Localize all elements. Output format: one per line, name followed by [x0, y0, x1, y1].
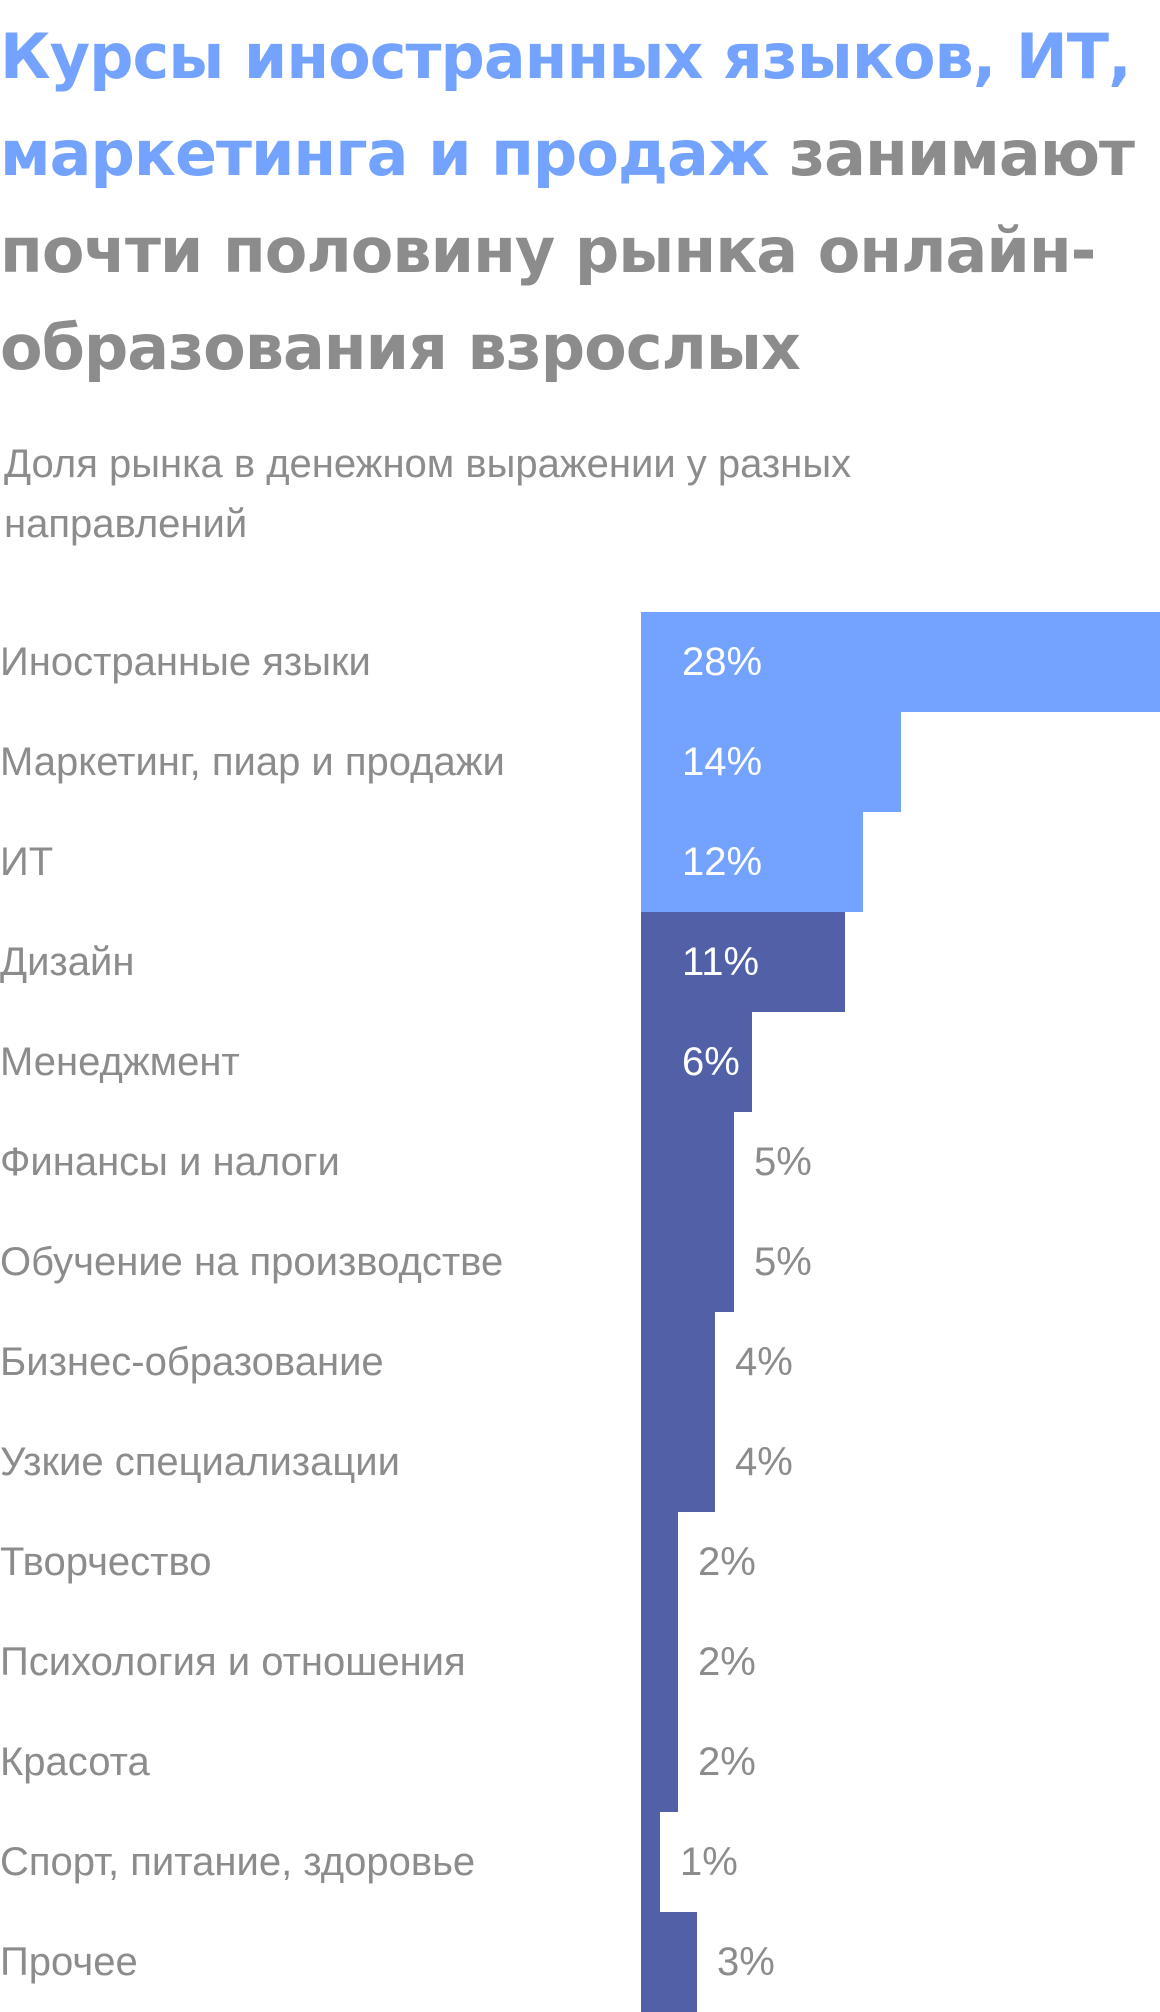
chart-title-highlight: Курсы иностранных языков, ИТ, маркетинга: [0, 20, 1132, 190]
chart-title: Курсы иностранных языков, ИТ, маркетинга…: [0, 8, 1150, 396]
bar-chart: Иностранные языки Маркетинг, пиар и прода…: [0, 612, 1160, 2012]
bars-group: [641, 612, 1160, 2012]
value-labels-group: 28% 14% 12% 11% 6% 5% 5% 4% 4% 2% 2% 2% 1% 3%: [680, 640, 812, 1984]
value-label: 12%: [682, 840, 762, 884]
value-label: 2%: [698, 1740, 756, 1784]
chart-subtitle: Доля рынка в денежном выражении у разных…: [4, 442, 852, 546]
bar: [641, 1612, 678, 1712]
value-label: 3%: [717, 1940, 775, 1984]
bar: [641, 1312, 715, 1412]
value-label: 5%: [754, 1240, 812, 1284]
category-label: Иностранные языки: [0, 640, 371, 684]
category-label: Психология и отношения: [0, 1640, 466, 1684]
category-label: Маркетинг, пиар и продажи: [0, 740, 505, 784]
value-label: 14%: [682, 740, 762, 784]
bar: [641, 1412, 715, 1512]
value-label: 4%: [735, 1440, 793, 1484]
value-label: 4%: [735, 1340, 793, 1384]
value-label: 1%: [680, 1840, 738, 1884]
bar: [641, 912, 845, 1012]
bar: [641, 1812, 660, 1912]
value-label: 28%: [682, 640, 762, 684]
value-label: 5%: [754, 1140, 812, 1184]
bar: [641, 1512, 678, 1612]
value-label: 2%: [698, 1640, 756, 1684]
category-label: Менеджмент: [0, 1040, 240, 1084]
category-label: Творчество: [0, 1540, 212, 1584]
category-label: Прочее: [0, 1940, 138, 1984]
category-label: Финансы и налоги: [0, 1140, 340, 1184]
category-labels-group: Иностранные языки Маркетинг, пиар и прода…: [0, 640, 505, 1984]
bar: [641, 1012, 752, 1112]
category-label: Обучение на производстве: [0, 1240, 503, 1284]
value-label: 2%: [698, 1540, 756, 1584]
category-label: Дизайн: [0, 940, 134, 984]
bar: [641, 612, 1160, 712]
bar: [641, 1212, 734, 1312]
bar: [641, 712, 901, 812]
value-label: 6%: [682, 1040, 740, 1084]
chart-title-highlight-end: и продаж: [407, 117, 769, 190]
category-label: Спорт, питание, здоровье: [0, 1840, 475, 1884]
chart-title-rest: занимают почти половину рынка онлайн-обр…: [0, 117, 1135, 384]
bar: [641, 1112, 734, 1212]
category-label: Бизнес-образование: [0, 1340, 384, 1384]
category-label: Узкие специализации: [0, 1440, 400, 1484]
value-label: 11%: [682, 940, 759, 984]
category-label: ИТ: [0, 840, 53, 884]
bar: [641, 1712, 678, 1812]
bar: [641, 1912, 697, 2012]
category-label: Красота: [0, 1740, 150, 1784]
bar: [641, 812, 863, 912]
